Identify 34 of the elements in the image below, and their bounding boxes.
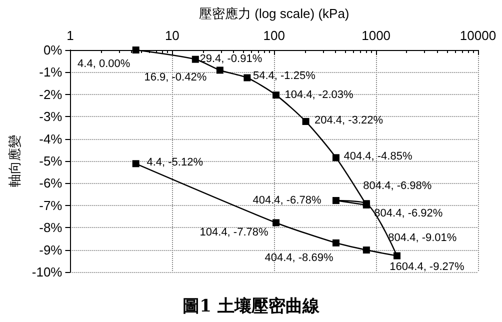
x-tick-label: 100 bbox=[263, 28, 285, 43]
y-tick-label: -2% bbox=[39, 86, 63, 102]
data-label: 804.4, -6.98% bbox=[363, 180, 432, 192]
text: 圖1 土壤壓密曲線 bbox=[182, 296, 320, 316]
y-tick-label: -4% bbox=[39, 131, 63, 146]
data-label: 4.4, -5.12% bbox=[146, 156, 204, 169]
data-label: 404.4, -4.85% bbox=[344, 150, 412, 163]
y-tick-label: -8% bbox=[39, 220, 63, 236]
y-tick-label: -1% bbox=[39, 64, 63, 80]
y-tick-label: -5% bbox=[39, 154, 63, 168]
x-tick-label: 10 bbox=[164, 28, 180, 43]
y-tick-label: 0% bbox=[43, 42, 63, 58]
data-label: 4.4, 0.00% bbox=[78, 58, 130, 70]
y-tick-label: -3% bbox=[39, 109, 63, 124]
x-tick-label: 1 bbox=[66, 28, 74, 43]
data-label: 404.4, -6.78% bbox=[252, 194, 322, 207]
data-label: 104.4, -2.03% bbox=[284, 89, 354, 102]
data-label: 1604.4, -9.27% bbox=[390, 260, 465, 273]
y-tick-label: -9% bbox=[39, 242, 63, 258]
data-label: 804.4, -9.01% bbox=[388, 232, 457, 244]
x-tick-label: 10000 bbox=[460, 28, 496, 43]
x-axis-title: 壓密應力 (log scale) (kPa) bbox=[199, 6, 350, 21]
data-label: 104.4, -7.78% bbox=[200, 226, 268, 239]
data-label: 804.4, -6.92% bbox=[374, 208, 443, 220]
y-tick-label: -6% bbox=[39, 176, 63, 191]
y-tick-label: -10% bbox=[32, 264, 63, 280]
data-label: 54.4, -1.25% bbox=[252, 70, 316, 82]
data-label: 204.4, -3.22% bbox=[314, 114, 384, 126]
data-label: 404.4, -8.69% bbox=[264, 252, 334, 264]
data-label: 16.9, -0.42% bbox=[144, 71, 207, 84]
data-label: 29.4, -0.91% bbox=[200, 53, 262, 66]
x-tick-label: 1000 bbox=[362, 28, 391, 43]
y-axis-title: 軸向應變 bbox=[7, 135, 22, 187]
y-tick-label: -7% bbox=[39, 198, 63, 213]
